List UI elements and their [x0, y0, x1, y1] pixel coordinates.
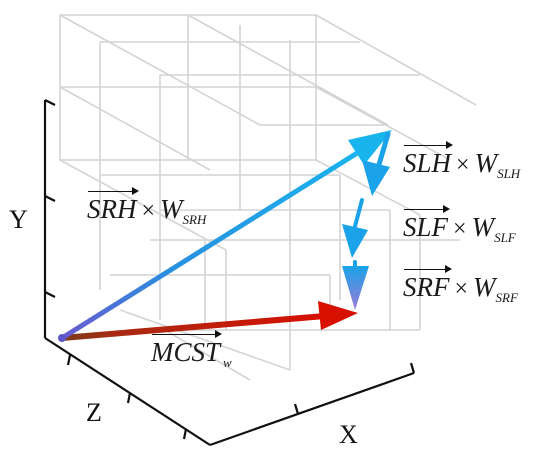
y-axis-label: Y	[9, 205, 28, 234]
srh-weight-subscript: SRH	[182, 212, 207, 227]
slh-arrow-shaft	[375, 131, 391, 171]
slh-vector-label: SLH × WSLH	[403, 141, 521, 181]
slf-vector-name: SLF	[403, 205, 451, 242]
srh-vector-name: SRH	[87, 187, 138, 224]
grid	[59, 14, 477, 381]
weight-symbol: W	[160, 194, 183, 224]
times-symbol: ×	[453, 216, 467, 242]
times-symbol: ×	[141, 198, 156, 224]
times-symbol: ×	[456, 152, 470, 178]
x-axis-label: X	[339, 420, 358, 449]
mcst-arrow-shaft	[59, 313, 328, 341]
slf-arrow-head	[342, 224, 368, 258]
mcst-arrow-head	[318, 301, 358, 330]
slh-vector-name: SLH	[403, 141, 454, 178]
x-axis-tick-1	[293, 403, 300, 415]
slf-weight-subscript: SLF	[494, 230, 516, 245]
origin-point	[58, 334, 66, 342]
slh-weight-subscript: SLH	[497, 166, 521, 181]
z-axis-tick-3	[182, 428, 188, 440]
slh-arrow-head	[362, 160, 390, 196]
weight-symbol: W	[474, 148, 498, 178]
mcst-vector-name: MCST	[151, 330, 223, 367]
axes	[43, 99, 416, 447]
srf-vector-name: SRF	[403, 265, 451, 302]
mcst-subscript: w	[223, 355, 232, 370]
x-axis-line	[209, 371, 415, 447]
srf-vector-label: SRF × WSRF	[403, 265, 518, 305]
z-axis-line	[44, 337, 211, 446]
y-axis-tick-1	[44, 99, 56, 106]
mcst-vector-label: MCST w	[151, 330, 232, 370]
z-axis-tick-1	[66, 354, 72, 366]
y-axis-tick-2	[44, 195, 56, 202]
srh-vector-label: SRH × WSRH	[87, 187, 207, 227]
srh-arrow-head	[348, 130, 392, 165]
srh-arrow-shaft	[59, 147, 365, 341]
y-axis-tick-3	[44, 291, 56, 298]
weight-symbol: W	[473, 272, 496, 302]
x-axis-tick-2	[409, 362, 416, 374]
z-axis-label: Z	[86, 398, 102, 427]
times-symbol: ×	[454, 276, 469, 302]
vectors	[58, 130, 392, 342]
slf-vector-label: SLF × WSLF	[403, 205, 516, 245]
srf-weight-subscript: SRF	[495, 290, 518, 305]
weight-symbol: W	[471, 212, 495, 242]
z-axis-tick-2	[126, 392, 132, 404]
slf-arrow-shaft	[352, 198, 364, 232]
srf-arrow-head	[342, 266, 369, 310]
